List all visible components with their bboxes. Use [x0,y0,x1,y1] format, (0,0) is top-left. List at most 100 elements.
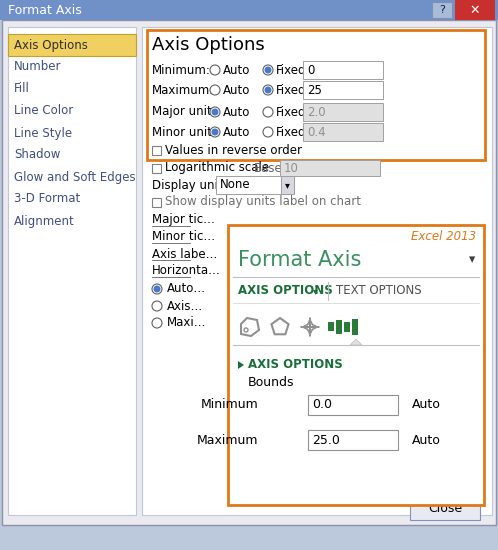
Bar [344,322,350,332]
Text: Auto: Auto [223,84,250,96]
Text: Auto: Auto [223,63,250,76]
Bar [308,395,398,415]
Text: Axis Options: Axis Options [14,39,88,52]
Circle shape [263,107,273,117]
Text: Format Axis: Format Axis [8,3,82,16]
Text: Logarithmic scale: Logarithmic scale [165,162,269,174]
Bar [410,498,480,520]
Bar [303,123,383,141]
Text: 0: 0 [307,63,314,76]
Circle shape [263,127,273,137]
Bar [8,27,136,515]
Circle shape [152,301,162,311]
Text: AXIS OPTIONS: AXIS OPTIONS [238,284,333,298]
Text: Maximum: Maximum [197,433,258,447]
Bar [228,225,484,505]
Text: Auto: Auto [223,125,250,139]
Text: Minor tic…: Minor tic… [152,230,215,244]
Text: Number: Number [14,60,61,74]
Text: ✕: ✕ [470,3,480,16]
Circle shape [210,127,220,137]
Text: ▾: ▾ [313,286,318,296]
Circle shape [263,85,273,95]
Polygon shape [238,361,244,369]
Circle shape [210,85,220,95]
Bar [432,2,452,18]
Text: Shadow: Shadow [14,148,60,162]
Bar [309,320,311,334]
Text: Line Color: Line Color [14,104,73,118]
Text: Auto: Auto [412,433,441,447]
Text: Close: Close [428,503,462,515]
Text: Minor unit:: Minor unit: [152,125,216,139]
Text: Axis…: Axis… [167,300,203,312]
Text: 3-D Format: 3-D Format [14,192,80,206]
Bar [455,0,495,20]
Circle shape [265,67,271,73]
Bar [336,320,342,334]
Text: Excel 2013: Excel 2013 [411,230,476,244]
Bar [352,319,358,335]
Bar [152,198,161,207]
Text: Line Style: Line Style [14,126,72,140]
Bar [303,103,383,121]
Bar [281,176,294,194]
Text: Maximum:: Maximum: [152,84,214,96]
Text: 10: 10 [284,162,299,174]
Circle shape [212,109,218,115]
Text: ▾: ▾ [284,180,289,190]
Text: Major tic…: Major tic… [152,213,215,227]
Text: Show display units label on chart: Show display units label on chart [165,195,361,208]
Bar [152,146,161,155]
Bar [147,30,485,160]
Text: 25.0: 25.0 [312,433,340,447]
Text: Minimum:: Minimum: [152,63,211,76]
Bar [8,34,136,56]
Text: Glow and Soft Edges: Glow and Soft Edges [14,170,135,184]
Circle shape [152,284,162,294]
Bar [303,81,383,99]
Text: Format Axis: Format Axis [238,250,362,270]
Bar [280,160,380,176]
Text: 25: 25 [307,84,322,96]
Text: Fixed: Fixed [276,63,306,76]
Circle shape [152,318,162,328]
Text: Fill: Fill [14,82,30,96]
Text: Maxi…: Maxi… [167,316,207,329]
Text: TEXT OPTIONS: TEXT OPTIONS [336,284,422,298]
Text: Bounds: Bounds [248,377,294,389]
Text: Display units:: Display units: [152,179,233,191]
Text: 0.0: 0.0 [312,399,332,411]
Text: AXIS OPTIONS: AXIS OPTIONS [248,359,343,371]
Circle shape [263,65,273,75]
Text: Values in reverse order: Values in reverse order [165,144,302,157]
Circle shape [154,286,160,292]
Bar [308,430,398,450]
Text: Fixed: Fixed [276,125,306,139]
Bar [303,326,317,328]
Bar [303,61,383,79]
Bar [0,0,498,20]
Text: Axis Options: Axis Options [152,36,265,54]
Bar [152,164,161,173]
Bar [328,322,334,331]
Text: None: None [220,179,250,191]
Text: Auto…: Auto… [167,283,206,295]
Text: Major unit:: Major unit: [152,106,216,118]
Text: Fixed: Fixed [276,84,306,96]
Text: Auto: Auto [412,399,441,411]
Text: ▾: ▾ [469,254,475,267]
Text: Auto: Auto [223,106,250,118]
Circle shape [265,87,271,93]
Text: Fixed: Fixed [276,106,306,118]
Polygon shape [350,339,362,345]
Text: 2.0: 2.0 [307,106,326,118]
Text: Axis labe…: Axis labe… [152,248,217,261]
Text: ?: ? [439,5,445,15]
Text: Horizonta…: Horizonta… [152,265,221,278]
Circle shape [210,107,220,117]
Circle shape [212,129,218,135]
Text: 0.4: 0.4 [307,125,326,139]
Text: Alignment: Alignment [14,214,75,228]
Text: Minimum: Minimum [200,399,258,411]
